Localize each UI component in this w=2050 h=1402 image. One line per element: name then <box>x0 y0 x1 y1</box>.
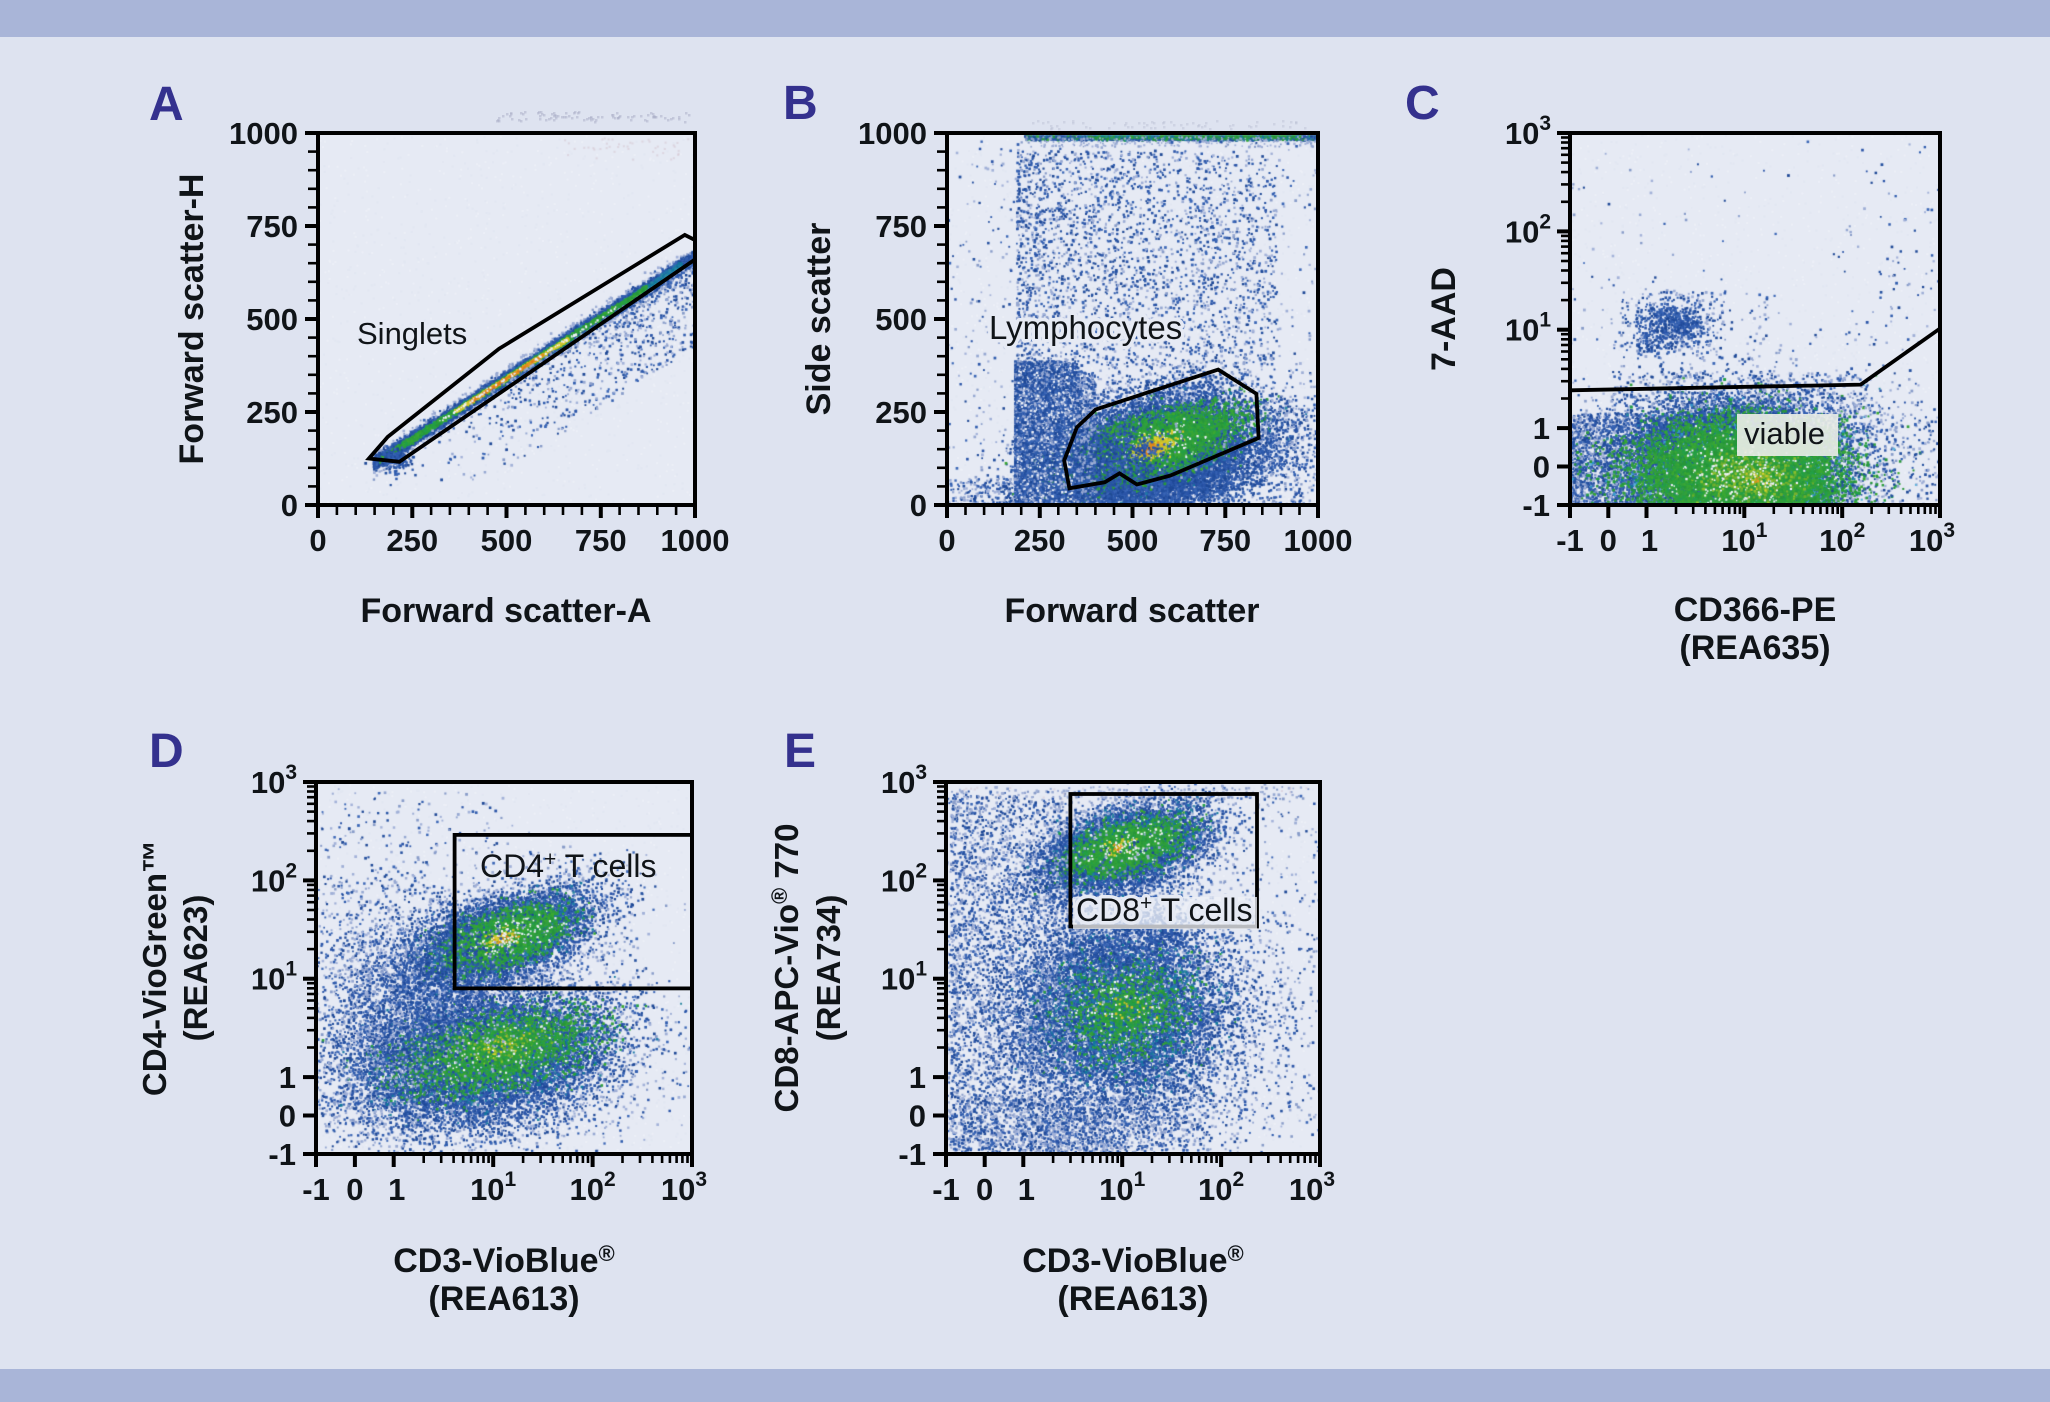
svg-text:250: 250 <box>875 395 927 430</box>
svg-text:E: E <box>784 725 816 778</box>
svg-text:1000: 1000 <box>661 523 730 558</box>
svg-text:Forward scatter-A: Forward scatter-A <box>361 592 652 630</box>
svg-text:0: 0 <box>909 1099 926 1134</box>
svg-text:CD3-VioBlue®: CD3-VioBlue® <box>393 1241 615 1280</box>
svg-text:500: 500 <box>875 302 927 337</box>
svg-text:103: 103 <box>1289 1168 1335 1207</box>
svg-text:CD3-VioBlue®: CD3-VioBlue® <box>1022 1241 1244 1280</box>
svg-text:(REA734): (REA734) <box>810 895 847 1042</box>
svg-text:750: 750 <box>246 209 298 244</box>
svg-text:-1: -1 <box>302 1172 330 1207</box>
svg-text:0: 0 <box>309 523 326 558</box>
svg-text:Forward scatter: Forward scatter <box>1004 592 1259 630</box>
svg-text:C: C <box>1405 77 1440 130</box>
svg-text:Forward scatter-H: Forward scatter-H <box>173 174 211 465</box>
svg-text:103: 103 <box>251 761 297 800</box>
svg-text:B: B <box>783 77 818 130</box>
svg-text:0: 0 <box>1600 523 1617 558</box>
svg-text:CD366-PE: CD366-PE <box>1674 591 1837 629</box>
svg-text:0: 0 <box>910 488 927 523</box>
svg-text:103: 103 <box>661 1168 707 1207</box>
svg-text:-1: -1 <box>268 1137 296 1172</box>
svg-text:101: 101 <box>470 1168 516 1207</box>
svg-text:750: 750 <box>875 209 927 244</box>
svg-text:0: 0 <box>279 1099 296 1134</box>
svg-text:D: D <box>149 725 184 778</box>
svg-text:750: 750 <box>575 523 627 558</box>
svg-text:Side scatter: Side scatter <box>800 223 838 416</box>
svg-text:0: 0 <box>938 523 955 558</box>
svg-text:102: 102 <box>881 859 927 898</box>
svg-text:101: 101 <box>881 958 927 997</box>
svg-text:CD8-APC-Vio® 770: CD8-APC-Vio® 770 <box>767 824 805 1113</box>
svg-text:250: 250 <box>246 395 298 430</box>
svg-text:0: 0 <box>976 1172 993 1207</box>
svg-text:101: 101 <box>1721 519 1767 558</box>
svg-text:viable: viable <box>1744 416 1825 451</box>
svg-text:(REA613): (REA613) <box>1057 1280 1208 1318</box>
svg-text:500: 500 <box>1107 523 1159 558</box>
svg-text:(REA613): (REA613) <box>428 1280 579 1318</box>
svg-text:1000: 1000 <box>229 116 298 151</box>
svg-text:-1: -1 <box>1522 488 1550 523</box>
svg-text:(REA623): (REA623) <box>177 895 214 1042</box>
svg-text:-1: -1 <box>898 1137 926 1172</box>
svg-text:500: 500 <box>246 302 298 337</box>
svg-text:-1: -1 <box>1556 523 1584 558</box>
svg-text:103: 103 <box>881 761 927 800</box>
svg-text:CD4-VioGreen™: CD4-VioGreen™ <box>136 840 173 1096</box>
svg-text:1000: 1000 <box>858 116 927 151</box>
svg-text:0: 0 <box>346 1172 363 1207</box>
svg-text:CD8+ T cells: CD8+ T cells <box>1076 892 1252 928</box>
svg-text:1: 1 <box>1533 411 1550 446</box>
svg-text:0: 0 <box>1533 450 1550 485</box>
svg-text:-1: -1 <box>932 1172 960 1207</box>
svg-text:Singlets: Singlets <box>357 316 467 351</box>
svg-text:102: 102 <box>569 1168 615 1207</box>
svg-text:750: 750 <box>1199 523 1251 558</box>
svg-text:102: 102 <box>1198 1168 1244 1207</box>
svg-text:A: A <box>149 78 184 131</box>
svg-text:102: 102 <box>1819 519 1865 558</box>
svg-text:103: 103 <box>1505 112 1551 151</box>
svg-text:102: 102 <box>251 859 297 898</box>
svg-text:1: 1 <box>1641 523 1658 558</box>
svg-text:(REA635): (REA635) <box>1679 629 1830 667</box>
svg-text:0: 0 <box>281 488 298 523</box>
svg-text:Lymphocytes: Lymphocytes <box>989 309 1182 346</box>
svg-text:CD4+ T cells: CD4+ T cells <box>480 848 656 884</box>
svg-text:103: 103 <box>1909 519 1955 558</box>
svg-text:250: 250 <box>386 523 438 558</box>
svg-text:101: 101 <box>251 958 297 997</box>
svg-text:1000: 1000 <box>1284 523 1353 558</box>
svg-text:101: 101 <box>1099 1168 1145 1207</box>
svg-text:500: 500 <box>481 523 533 558</box>
svg-text:250: 250 <box>1014 523 1066 558</box>
svg-text:7-AAD: 7-AAD <box>1425 267 1463 371</box>
svg-text:101: 101 <box>1505 309 1551 348</box>
svg-text:1: 1 <box>1018 1172 1035 1207</box>
svg-text:1: 1 <box>279 1060 296 1095</box>
svg-text:1: 1 <box>388 1172 405 1207</box>
svg-text:102: 102 <box>1505 210 1551 249</box>
svg-text:1: 1 <box>909 1060 926 1095</box>
